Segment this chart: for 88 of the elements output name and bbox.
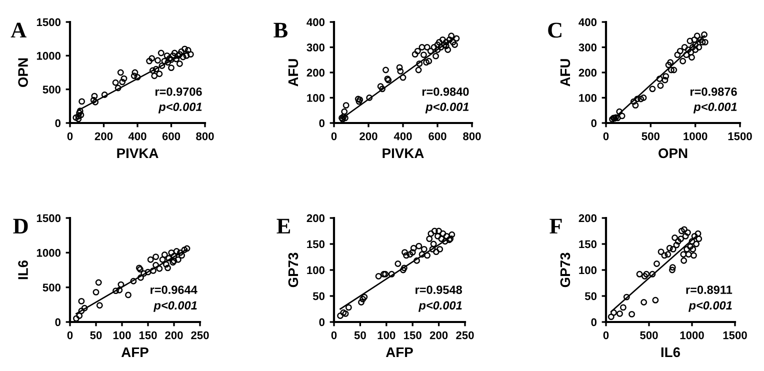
y-tick-label: 50 [584, 292, 597, 300]
y-axis-title: AFU [560, 59, 570, 86]
x-tick-label: 1500 [728, 132, 752, 140]
y-tick-label: 500 [42, 86, 61, 94]
y-tick-label: 50 [312, 292, 325, 300]
y-axis-title: AFU [288, 59, 298, 86]
annotation: r=0.9548 [416, 286, 462, 294]
chart-title: E [276, 218, 290, 234]
x-tick-label: 200 [430, 331, 448, 340]
y-tick-label: 400 [578, 18, 597, 26]
y-tick-label: 1500 [36, 214, 61, 222]
x-tick-label: 600 [428, 132, 446, 140]
y-axis-title: OPN [18, 58, 28, 87]
x-tick-label: 800 [463, 132, 481, 140]
x-tick-label: 250 [191, 331, 209, 340]
x-tick-label: 0 [67, 331, 73, 340]
x-tick-label: 0 [67, 132, 73, 140]
chart-title: A [10, 22, 26, 38]
x-axis-title: AFP [386, 347, 413, 358]
x-axis-title: PIVKA [117, 148, 158, 158]
y-tick-label: 1000 [36, 52, 61, 60]
x-tick-label: 50 [90, 331, 102, 340]
x-axis-title: IL6 [661, 347, 680, 358]
annotation: r=0.9706 [155, 88, 202, 96]
y-tick-label: 0 [591, 318, 597, 326]
y-tick-label: 400 [306, 18, 325, 26]
chart-title: D [13, 218, 28, 234]
annotation: p<0.001 [688, 301, 732, 312]
x-tick-label: 200 [94, 132, 113, 140]
x-tick-label: 500 [640, 331, 658, 340]
x-tick-label: 250 [456, 331, 474, 340]
annotation: r=0.8911 [686, 286, 732, 294]
x-axis-title: AFP [121, 347, 148, 358]
y-tick-label: 100 [307, 94, 325, 102]
annotation: p<0.001 [158, 102, 202, 114]
y-tick-label: 150 [579, 240, 597, 248]
y-tick-label: 200 [578, 68, 597, 77]
y-axis-title: GP73 [288, 252, 298, 288]
x-tick-label: 0 [331, 331, 337, 340]
annotation: p<0.001 [693, 102, 737, 114]
y-tick-label: 100 [307, 266, 325, 274]
y-axis-title: IL6 [18, 260, 28, 280]
annotation: p<0.001 [425, 102, 469, 114]
y-axis-title: GP73 [560, 252, 570, 288]
x-tick-label: 1000 [680, 331, 704, 340]
y-tick-label: 100 [579, 266, 597, 274]
annotation: p<0.001 [418, 301, 462, 312]
y-tick-label: 300 [306, 44, 325, 52]
y-tick-label: 100 [579, 94, 597, 102]
chart-title: B [274, 22, 288, 38]
x-tick-label: 1000 [684, 132, 708, 140]
chart-title: F [550, 218, 562, 234]
x-tick-label: 100 [378, 331, 396, 340]
y-tick-label: 500 [42, 284, 61, 292]
annotation: r=0.9644 [150, 286, 198, 294]
y-tick-label: 1500 [36, 18, 61, 26]
y-tick-label: 200 [306, 214, 325, 222]
x-tick-label: 50 [354, 331, 366, 340]
x-tick-label: 200 [165, 331, 183, 340]
annotation: p<0.001 [153, 301, 197, 312]
x-tick-label: 150 [139, 331, 157, 340]
annotation: r=0.9876 [690, 88, 737, 96]
x-tick-label: 1500 [723, 331, 747, 340]
y-tick-label: 150 [307, 240, 325, 248]
x-tick-label: 150 [404, 331, 422, 340]
y-tick-label: 300 [578, 44, 597, 52]
y-tick-label: 0 [55, 318, 61, 326]
y-tick-label: 200 [306, 68, 325, 77]
chart-title: C [548, 22, 562, 38]
x-tick-label: 0 [603, 331, 609, 340]
y-tick-label: 0 [319, 318, 325, 326]
x-tick-label: 0 [331, 132, 337, 140]
x-tick-label: 600 [162, 132, 180, 140]
x-axis-title: OPN [658, 148, 688, 158]
x-tick-label: 200 [360, 132, 378, 140]
x-axis-title: PIVKA [382, 148, 424, 158]
x-tick-label: 400 [128, 132, 146, 140]
y-tick-label: 200 [578, 214, 597, 222]
y-tick-label: 0 [55, 119, 61, 128]
x-tick-label: 100 [113, 331, 131, 340]
annotation: r=0.9840 [422, 88, 469, 96]
y-tick-label: 0 [591, 119, 597, 128]
x-tick-label: 800 [196, 132, 214, 140]
x-tick-label: 400 [394, 132, 412, 140]
x-tick-label: 0 [603, 132, 609, 140]
x-tick-label: 500 [642, 132, 660, 140]
y-tick-label: 1000 [36, 248, 61, 257]
y-tick-label: 0 [319, 119, 325, 128]
